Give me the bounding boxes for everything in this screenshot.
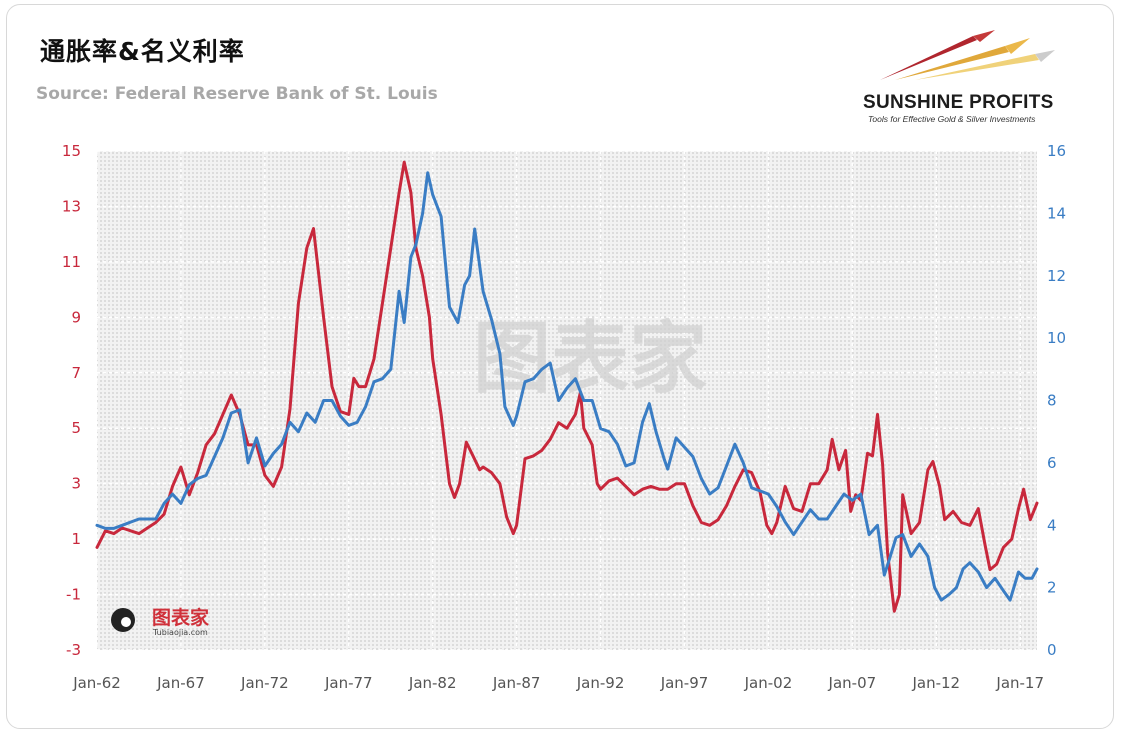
left-tick-label: 7: [71, 364, 81, 382]
right-tick-label: 16: [1047, 142, 1066, 160]
right-tick-label: 14: [1047, 204, 1066, 222]
brand-tagline: Tools for Effective Gold & Silver Invest…: [868, 114, 1036, 124]
x-tick-label: Jan-72: [240, 674, 289, 692]
brand-name: SUNSHINE PROFITS: [863, 92, 1054, 113]
series-layer: [95, 160, 1039, 613]
watermark-logo-eye-icon: [121, 617, 131, 627]
x-tick-label: Jan-82: [408, 674, 457, 692]
right-tick-label: 12: [1047, 267, 1066, 285]
right-tick-label: 0: [1047, 641, 1057, 659]
right-tick-label: 10: [1047, 329, 1066, 347]
left-tick-label: 13: [62, 197, 81, 215]
x-tick-label: Jan-87: [492, 674, 541, 692]
x-tick-label: Jan-77: [324, 674, 373, 692]
x-tick-label: Jan-92: [576, 674, 625, 692]
left-tick-label: 15: [62, 142, 81, 160]
sunshine-profits-logo-icon: [880, 30, 1055, 80]
series-line-1: [95, 171, 1039, 602]
center-watermark-text: 图表家: [473, 314, 707, 404]
left-tick-label: -3: [66, 641, 81, 659]
right-axis-ticks: 0 2 4 6 8 10 12 14 16: [1047, 142, 1066, 659]
x-tick-label: Jan-07: [828, 674, 877, 692]
x-tick-label: Jan-97: [660, 674, 709, 692]
x-tick-label: Jan-67: [156, 674, 205, 692]
right-tick-label: 8: [1047, 392, 1057, 410]
x-axis-ticks: Jan-62 Jan-67 Jan-72 Jan-77 Jan-82 Jan-87 Jan-…: [72, 674, 1044, 692]
x-tick-label: Jan-02: [744, 674, 793, 692]
x-tick-label: Jan-62: [72, 674, 121, 692]
grid-lines: [96, 150, 1037, 651]
left-tick-label: 1: [71, 530, 81, 548]
left-tick-label: 5: [71, 419, 81, 437]
left-tick-label: 3: [71, 475, 81, 493]
chart-title: 通胀率&名义利率: [40, 37, 245, 66]
left-tick-label: -1: [66, 586, 81, 604]
right-tick-label: 2: [1047, 579, 1057, 597]
right-tick-label: 4: [1047, 516, 1057, 534]
center-watermark: 图表家: [473, 314, 707, 404]
right-tick-label: 6: [1047, 454, 1057, 472]
x-tick-label: Jan-17: [995, 674, 1044, 692]
left-tick-label: 11: [62, 253, 81, 271]
chart-source: Source: Federal Reserve Bank of St. Loui…: [36, 84, 438, 104]
x-tick-label: Jan-12: [911, 674, 960, 692]
left-tick-label: 9: [71, 308, 81, 326]
watermark-brand-text: 图表家: [152, 606, 210, 629]
plot-area: [97, 151, 1037, 650]
watermark-url-text: Tubiaojia.com: [152, 628, 208, 637]
